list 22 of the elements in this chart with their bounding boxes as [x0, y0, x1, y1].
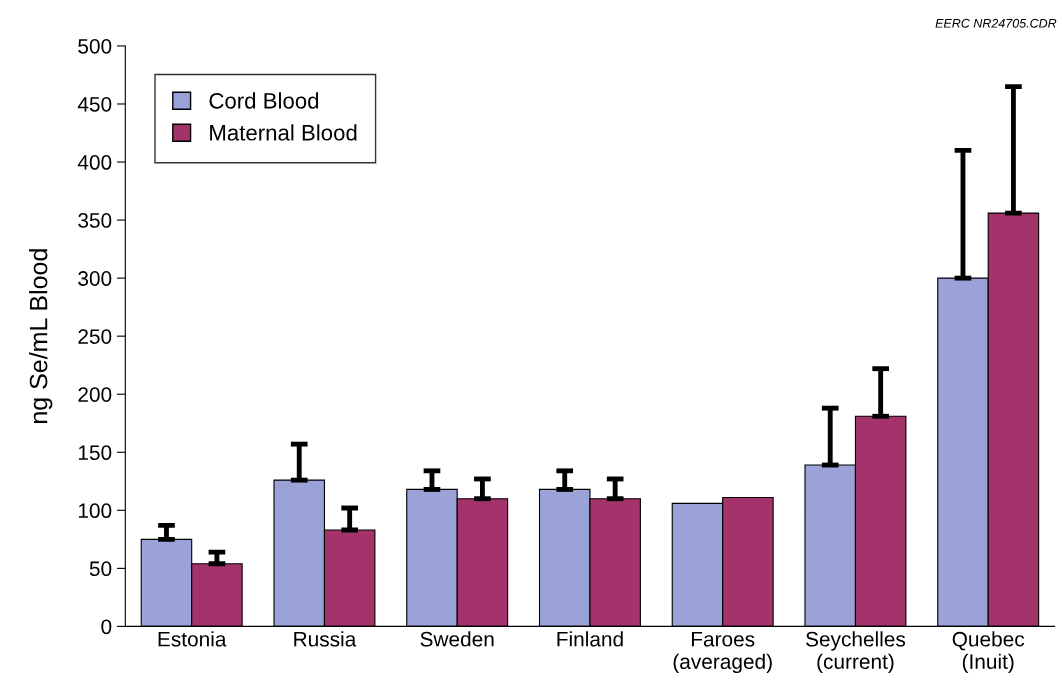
y-tick-label: 450 — [77, 96, 112, 112]
x-tick-label: Sweden — [420, 631, 494, 647]
x-tick-label: Seychelles (current) — [806, 631, 906, 674]
y-tick-label: 500 — [78, 38, 112, 54]
legend-label: Maternal Blood — [210, 124, 357, 141]
y-tick-label: 200 — [78, 387, 112, 402]
y-tick-label: 350 — [78, 213, 112, 228]
x-tick-label: Quebec (Inuit) — [952, 631, 1025, 674]
x-tick-label: Finland — [557, 631, 623, 647]
y-tick-label: 400 — [77, 155, 112, 170]
y-tick-label: 150 — [78, 445, 112, 461]
x-tick-label: Estonia — [158, 631, 227, 647]
x-tick-label: Faroes (averaged) — [673, 632, 772, 674]
legend-label: Cord Blood — [209, 92, 319, 109]
y-tick-label: 100 — [78, 503, 112, 519]
y-tick-label: 250 — [78, 329, 112, 344]
y-axis-title: ng Se/mL Blood — [29, 249, 53, 423]
y-tick-label: 50 — [89, 561, 112, 577]
x-tick-label: Russia — [294, 631, 357, 647]
y-tick-label: 0 — [101, 619, 112, 635]
text: EERC NR24705.CDR — [935, 18, 1057, 28]
y-tick-label: 300 — [78, 271, 112, 286]
